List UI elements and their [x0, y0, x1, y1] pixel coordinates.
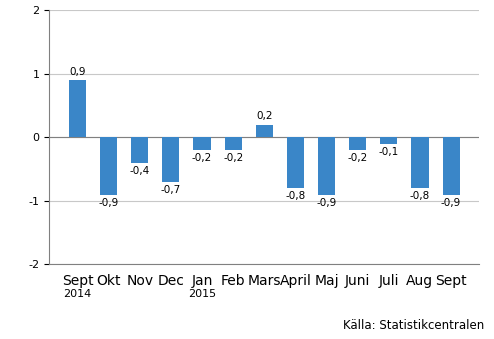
Text: 0,2: 0,2: [256, 112, 273, 121]
Bar: [443, 137, 459, 195]
Bar: [69, 80, 86, 137]
Bar: [100, 137, 117, 195]
Text: 0,9: 0,9: [69, 67, 86, 77]
Text: -0,9: -0,9: [441, 198, 461, 208]
Bar: [380, 137, 397, 144]
Text: -0,2: -0,2: [348, 153, 368, 163]
Text: 2015: 2015: [188, 288, 216, 299]
Bar: [349, 137, 366, 150]
Text: -0,7: -0,7: [161, 185, 181, 195]
Bar: [256, 125, 273, 137]
Bar: [131, 137, 148, 163]
Text: -0,4: -0,4: [129, 166, 150, 176]
Text: -0,9: -0,9: [98, 198, 119, 208]
Bar: [412, 137, 428, 188]
Text: -0,2: -0,2: [192, 153, 212, 163]
Text: 2014: 2014: [63, 288, 91, 299]
Text: -0,9: -0,9: [317, 198, 337, 208]
Text: -0,1: -0,1: [379, 147, 399, 157]
Text: -0,8: -0,8: [410, 191, 430, 201]
Bar: [287, 137, 304, 188]
Bar: [225, 137, 242, 150]
Text: -0,2: -0,2: [223, 153, 243, 163]
Text: -0,8: -0,8: [286, 191, 306, 201]
Text: Källa: Statistikcentralen: Källa: Statistikcentralen: [343, 319, 484, 332]
Bar: [318, 137, 335, 195]
Bar: [194, 137, 210, 150]
Bar: [163, 137, 179, 182]
